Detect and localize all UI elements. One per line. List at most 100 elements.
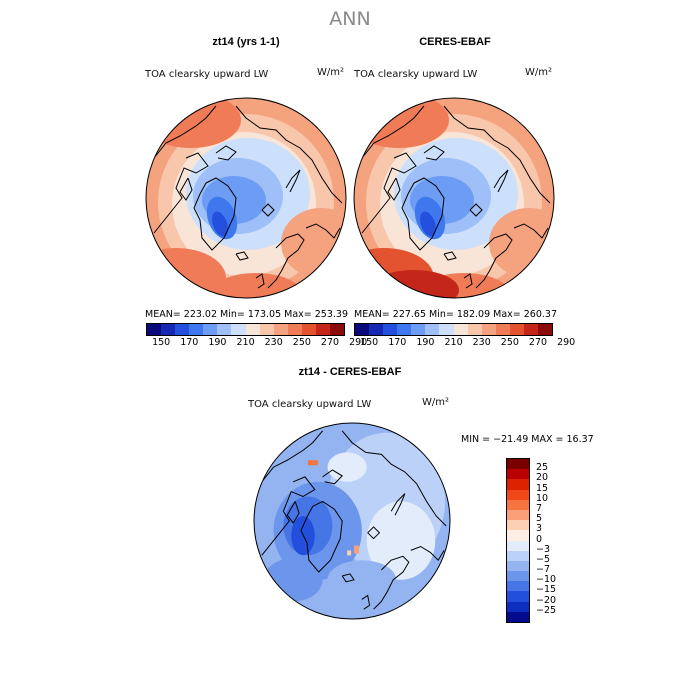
colorbar-tick-label: 210 [444,337,463,348]
colorbar-swatch [507,540,529,551]
panel-1-variable: TOA clearsky upward LW [145,69,269,80]
alaska-coastline [153,105,217,159]
colorbar-tick-label: 190 [208,337,227,348]
colorbar-tick-label: 290 [557,337,576,348]
warm-region [211,273,301,298]
panel-2-units: W/m² [525,67,553,78]
island-coastline [179,177,193,201]
positive-anomaly [347,550,352,556]
island-coastline [286,501,300,524]
island-coastline [215,145,237,161]
colorbar-tick-label: 25 [536,462,549,474]
colorbar-swatch [287,324,302,335]
colorbar-swatch [189,324,204,335]
figure-title: ANN [329,8,371,30]
colorbar-tick-label: 250 [500,337,519,348]
colorbar-tick-label: 170 [388,337,407,348]
panel-2-polar-map [353,97,555,299]
colorbar-swatch [330,324,345,335]
colorbar-swatch [507,550,529,561]
iceland-coastline [235,251,249,261]
positive-anomaly [307,460,318,466]
canada-coastline [153,152,209,234]
svalbard-coastline [367,526,381,540]
colorbar-swatch [217,324,232,335]
colorbar-tick-label: −7 [536,564,551,576]
colorbar-swatch [523,324,539,335]
colorbar-swatch [507,611,529,622]
colorbar-tick-label: −20 [536,594,557,606]
colorbar-tick-label: 270 [320,337,340,348]
colorbar-swatch [411,324,426,335]
russia-coastline [410,545,445,562]
colorbar-tick-label: 5 [536,513,543,525]
colorbar-tick-label: 290 [349,337,368,348]
panel-1-units: W/m² [317,67,345,78]
diff-panel-units: W/m² [422,397,450,408]
colorbar-swatch [481,324,496,335]
colorbar-swatch [507,530,529,541]
colorbar-tick-label: 230 [472,337,491,348]
svalbard-coastline [469,203,483,217]
novaya-zemlya-coastline [390,493,406,516]
diff-panel-variable: TOA clearsky upward LW [248,399,372,410]
colorbar-swatch [369,324,384,335]
colorbar-swatch [507,581,529,592]
russia-coastline [305,223,341,239]
alaska-coastline [261,430,323,483]
positive-anomaly [353,545,359,554]
colorbar-tick-label: 190 [416,337,435,348]
colorbar-tick-label: 0 [536,533,543,545]
colorbar-swatch [273,324,288,335]
island-coastline [322,469,344,485]
panel-1-colorbar [146,323,345,336]
alaska-coastline [361,105,425,159]
panel-2-stats: MEAN= 227.65 Min= 182.09 Max= 260.37 [354,309,558,320]
diff-panel-title: zt14 - CERES-EBAF [298,366,402,378]
panel-2-title: CERES-EBAF [419,36,491,48]
field-region [263,558,323,602]
colorbar-swatch [231,324,246,335]
colorbar-swatch [425,324,440,335]
panel-2-variable: TOA clearsky upward LW [354,69,478,80]
panel-1-stats: MEAN= 223.02 Min= 173.05 Max= 253.39 [145,309,349,320]
colorbar-tick-label: −25 [536,604,557,616]
colorbar-swatch [509,324,524,335]
colorbar-tick-label: 3 [536,523,543,535]
colorbar-swatch [507,560,529,572]
colorbar-swatch [507,469,529,480]
colorbar-swatch [507,601,529,612]
colorbar-swatch [507,571,529,582]
colorbar-tick-label: −3 [536,543,551,555]
colorbar-swatch [203,324,218,335]
diff-panel-stats: MIN = −21.49 MAX = 16.37 [461,434,594,445]
greenland-coastline [300,500,343,573]
field-region [327,452,367,482]
colorbar-tick-label: 170 [180,337,199,348]
colorbar-tick-label: 15 [536,482,549,494]
colorbar-tick-label: 20 [536,472,549,484]
colorbar-swatch [507,520,529,531]
colorbar-tick-label: −10 [536,574,557,586]
colorbar-swatch [301,324,316,335]
scandinavia-coastline [373,555,410,610]
diff-panel-polar-map [253,422,451,620]
colorbar-swatch [147,324,162,335]
scandinavia-coastline [475,233,513,289]
colorbar-swatch [439,324,454,335]
siberia-coastline [341,430,447,527]
panel-1-polar-map [145,97,347,299]
colorbar-swatch [495,324,510,335]
field-region [366,501,436,580]
colorbar-swatch [507,591,529,602]
colorbar-swatch [397,324,412,335]
greenland-coldest-region [212,211,228,237]
colorbar-swatch [245,324,260,335]
colorbar-swatch [355,324,370,335]
siberia-coastline [443,105,551,204]
panel-1-title: zt14 (yrs 1-1) [212,36,280,48]
diff-panel-colorbar-labels: 25 20 15 10 7 5 3 0 −3 −5 −7 −10 −15 −20 −25 [536,458,576,621]
diff-panel-colorbar [506,458,530,623]
colorbar-swatch [507,479,529,490]
colorbar-swatch [507,499,529,510]
